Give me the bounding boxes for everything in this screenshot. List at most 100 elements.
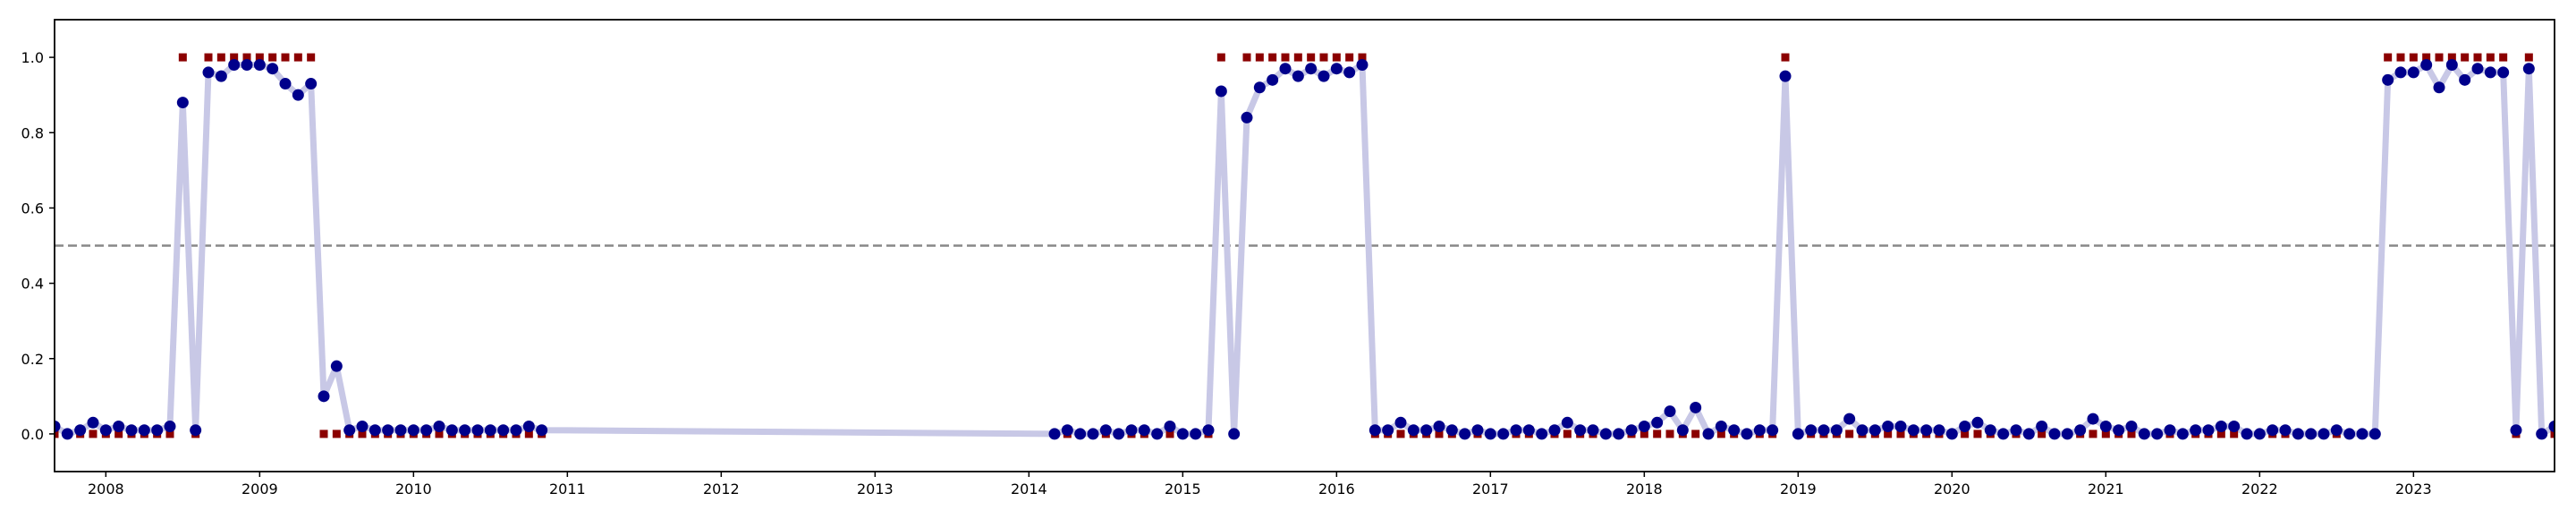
actual-marker bbox=[307, 53, 316, 62]
x-tick-label: 2016 bbox=[1318, 481, 1355, 498]
predicted-marker bbox=[2548, 421, 2555, 432]
actual-marker bbox=[1691, 430, 1700, 438]
x-tick-label: 2018 bbox=[1626, 481, 1663, 498]
predicted-marker bbox=[1522, 424, 1535, 437]
predicted-marker bbox=[2202, 424, 2215, 437]
predicted-marker bbox=[2113, 424, 2125, 437]
actual-marker bbox=[1884, 430, 1893, 438]
predicted-marker bbox=[1164, 421, 1176, 432]
predicted-marker bbox=[1343, 66, 1356, 79]
actual-marker bbox=[524, 430, 533, 438]
predicted-marker bbox=[1676, 424, 1689, 437]
actual-marker bbox=[1242, 53, 1251, 62]
predicted-marker bbox=[2164, 424, 2176, 437]
predicted-marker bbox=[1074, 428, 1087, 440]
predicted-marker bbox=[369, 424, 381, 437]
predicted-marker bbox=[1497, 428, 1510, 440]
predicted-marker bbox=[343, 424, 356, 437]
actual-marker bbox=[1845, 430, 1854, 438]
predicted-marker bbox=[1959, 421, 1971, 432]
actual-marker bbox=[1781, 53, 1790, 62]
predicted-marker bbox=[2061, 428, 2073, 440]
predicted-marker bbox=[2036, 421, 2048, 432]
predicted-marker bbox=[2215, 421, 2227, 432]
series-line bbox=[55, 62, 2555, 438]
predicted-marker bbox=[356, 421, 369, 432]
actual-marker bbox=[1268, 53, 1277, 62]
x-tick-label: 2014 bbox=[1011, 481, 1047, 498]
predicted-marker bbox=[1382, 424, 1394, 437]
predicted-marker bbox=[1882, 421, 1894, 432]
actual-marker bbox=[2127, 430, 2136, 438]
predicted-marker bbox=[1368, 424, 1381, 437]
actual-marker bbox=[2089, 430, 2097, 438]
predicted-marker bbox=[2318, 428, 2330, 440]
actual-marker bbox=[165, 430, 174, 438]
predicted-marker bbox=[2497, 66, 2510, 79]
x-tick-label: 2012 bbox=[703, 481, 740, 498]
predicted-marker bbox=[2433, 81, 2445, 94]
actual-marker bbox=[319, 430, 328, 438]
predicted-marker bbox=[1190, 428, 1202, 440]
predicted-marker bbox=[407, 424, 419, 437]
predicted-marker bbox=[1279, 63, 1292, 75]
predicted-marker bbox=[2445, 59, 2458, 71]
actual-marker bbox=[2422, 53, 2431, 62]
predicted-marker bbox=[1138, 424, 1150, 437]
predicted-marker bbox=[138, 424, 150, 437]
actual-marker bbox=[332, 430, 341, 438]
predicted-marker bbox=[2305, 428, 2318, 440]
predicted-marker bbox=[87, 416, 99, 429]
actual-marker bbox=[114, 430, 123, 438]
actual-marker bbox=[2384, 53, 2393, 62]
predicted-marker bbox=[484, 424, 496, 437]
actual-marker bbox=[1332, 53, 1341, 62]
predicted-marker bbox=[1356, 59, 1368, 71]
predicted-marker bbox=[394, 424, 407, 437]
predicted-marker bbox=[1420, 424, 1433, 437]
predicted-marker bbox=[2484, 66, 2496, 79]
predicted-marker bbox=[1099, 424, 1112, 437]
actual-marker bbox=[1961, 430, 1970, 438]
predicted-marker bbox=[1433, 421, 1445, 432]
predicted-marker bbox=[1305, 63, 1318, 75]
y-tick-label: 0.8 bbox=[21, 124, 44, 141]
predicted-marker bbox=[1574, 424, 1587, 437]
predicted-marker bbox=[2099, 421, 2112, 432]
predicted-marker bbox=[2151, 428, 2164, 440]
predicted-marker bbox=[74, 424, 87, 437]
predicted-marker bbox=[1176, 428, 1189, 440]
actual-marker bbox=[2435, 53, 2444, 62]
predicted-marker bbox=[1215, 85, 1227, 98]
predicted-marker bbox=[1805, 424, 1818, 437]
actual-marker bbox=[242, 53, 251, 62]
predicted-marker bbox=[253, 59, 266, 71]
predicted-marker bbox=[1638, 421, 1650, 432]
actual-marker bbox=[1255, 53, 1264, 62]
predicted-marker bbox=[1984, 424, 1996, 437]
predicted-marker bbox=[2522, 63, 2535, 75]
predicted-marker bbox=[1587, 424, 1599, 437]
predicted-marker bbox=[1702, 428, 1715, 440]
axes-frame bbox=[54, 19, 2555, 472]
actual-marker bbox=[178, 53, 187, 62]
x-tick-label: 2021 bbox=[2088, 481, 2124, 498]
predicted-marker bbox=[305, 78, 318, 90]
predicted-marker bbox=[420, 424, 433, 437]
predicted-marker bbox=[1061, 424, 1073, 437]
x-tick-label: 2023 bbox=[2395, 481, 2432, 498]
actual-marker bbox=[1435, 430, 1444, 438]
predicted-marker bbox=[1664, 405, 1676, 418]
predicted-marker bbox=[1767, 424, 1779, 437]
predicted-marker bbox=[1228, 428, 1241, 440]
predicted-marker bbox=[1125, 424, 1138, 437]
predicted-marker bbox=[292, 89, 304, 101]
predicted-marker bbox=[1048, 428, 1061, 440]
actual-marker bbox=[1307, 53, 1316, 62]
predicted-marker bbox=[2343, 428, 2356, 440]
predicted-marker bbox=[2330, 424, 2343, 437]
predicted-marker bbox=[2190, 424, 2202, 437]
predicted-marker bbox=[1253, 81, 1266, 94]
actual-marker bbox=[1165, 430, 1174, 438]
